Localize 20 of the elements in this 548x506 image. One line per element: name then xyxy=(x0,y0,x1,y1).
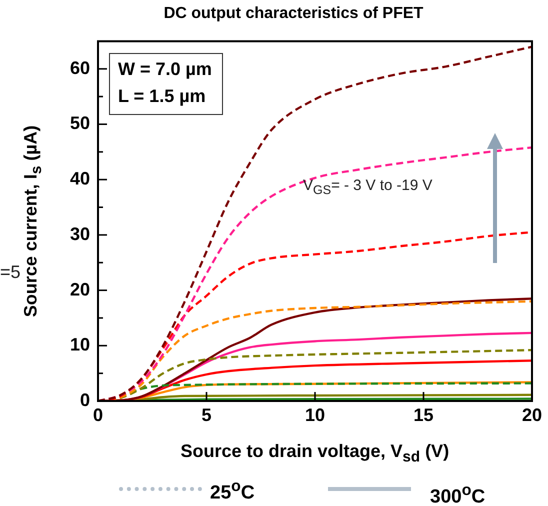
x-tick-label: 20 xyxy=(522,404,542,425)
text: =5 xyxy=(0,262,21,283)
x-tick-label: 5 xyxy=(201,404,212,425)
x-axis-title: Source to drain voltage, V$_{sd}$ (V) xyxy=(180,441,450,466)
y-tick-label: 0 xyxy=(80,390,90,410)
annotation: W = 7.0 µm xyxy=(118,59,212,80)
y-tick-label: 20 xyxy=(70,279,90,300)
y-tick-label: 10 xyxy=(70,334,90,355)
y-tick-label: 60 xyxy=(70,58,90,78)
y-tick-label: 50 xyxy=(70,113,90,134)
chart-title: DC output characteristics of PFET xyxy=(164,5,424,22)
text: 25$^{o}$C xyxy=(210,478,255,504)
annotation: L = 1.5 µm xyxy=(118,86,206,106)
x-tick-label: 0 xyxy=(92,404,104,425)
x-tick-label: 10 xyxy=(304,404,326,425)
x-tick-label: 15 xyxy=(413,404,434,425)
y-tick-label: 40 xyxy=(70,168,90,189)
text: 300$^{o}$C xyxy=(430,482,486,506)
annotation: V$_{GS}$= - 3 V to -19 V xyxy=(303,177,432,197)
y-tick-label: 30 xyxy=(70,224,90,244)
